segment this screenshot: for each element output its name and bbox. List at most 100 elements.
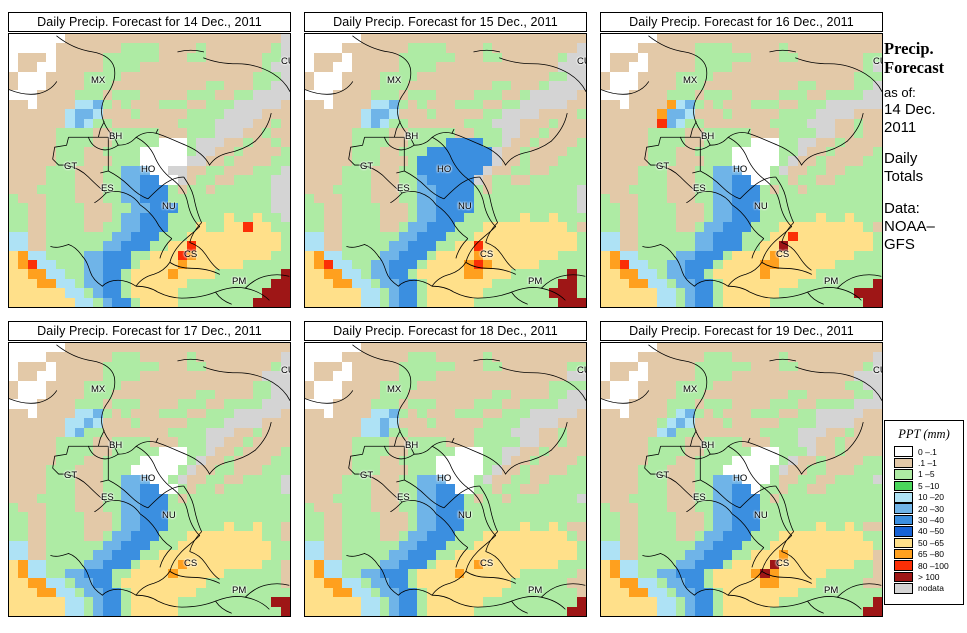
precip-map: MX CU BH GT HO ES NU CS PM bbox=[8, 33, 291, 308]
legend-row: 80 –100 bbox=[894, 560, 963, 571]
forecast-panel: Daily Precip. Forecast for 14 Dec., 2011… bbox=[8, 12, 291, 308]
panel-title-box: Daily Precip. Forecast for 16 Dec., 2011 bbox=[600, 12, 883, 32]
panel-title: Daily Precip. Forecast for 14 Dec., 2011 bbox=[37, 15, 262, 29]
country-label-bh: BH bbox=[701, 131, 715, 142]
country-label-gt: GT bbox=[360, 470, 374, 481]
country-label-gt: GT bbox=[64, 470, 78, 481]
legend-rows: 0 –.1.1 –1 1 –5 5 –10 10 –20 20 –30 30 –40 40 … bbox=[894, 446, 963, 594]
country-label-cs: CS bbox=[776, 558, 790, 569]
legend-swatch bbox=[894, 446, 913, 457]
panel-title: Daily Precip. Forecast for 19 Dec., 2011 bbox=[629, 324, 854, 338]
country-label-cs: CS bbox=[184, 558, 198, 569]
country-label-cu: CU bbox=[577, 365, 586, 376]
country-label-es: ES bbox=[397, 492, 410, 503]
country-label-bh: BH bbox=[405, 440, 419, 451]
country-label-mx: MX bbox=[683, 75, 698, 86]
info-column: Precip. Forecast as of: 14 Dec. 2011 Dai… bbox=[884, 39, 967, 255]
country-label-cu: CU bbox=[873, 56, 882, 67]
data-source-block: Data: NOAA– GFS bbox=[884, 200, 967, 255]
country-label-es: ES bbox=[693, 492, 706, 503]
country-label-es: ES bbox=[101, 492, 114, 503]
legend-label: > 100 bbox=[918, 571, 940, 582]
legend-swatch bbox=[894, 526, 913, 537]
legend-swatch bbox=[894, 583, 913, 594]
country-label-nu: NU bbox=[754, 510, 768, 521]
country-label-nu: NU bbox=[162, 510, 176, 521]
legend-label: 30 –40 bbox=[918, 515, 944, 526]
legend-swatch bbox=[894, 548, 913, 560]
precip-map: MX CU BH GT HO ES NU CS PM bbox=[304, 33, 587, 308]
legend: PPT (mm) 0 –.1.1 –1 1 –5 5 –10 10 –20 20 –30… bbox=[884, 420, 964, 605]
country-label-cs: CS bbox=[776, 249, 790, 260]
legend-row: 1 –5 bbox=[894, 469, 963, 480]
legend-row: 65 –80 bbox=[894, 548, 963, 560]
country-label-mx: MX bbox=[387, 75, 402, 86]
country-label-nu: NU bbox=[458, 510, 472, 521]
data-source-line2: NOAA– bbox=[884, 218, 935, 236]
legend-swatch bbox=[894, 503, 913, 514]
legend-label: .1 –1 bbox=[918, 458, 937, 469]
precip-map: MX CU BH GT HO ES NU CS PM bbox=[304, 342, 587, 617]
forecast-panel: Daily Precip. Forecast for 15 Dec., 2011… bbox=[304, 12, 587, 308]
legend-label: 5 –10 bbox=[918, 480, 940, 491]
panel-title: Daily Precip. Forecast for 17 Dec., 2011 bbox=[37, 324, 262, 338]
panel-title: Daily Precip. Forecast for 15 Dec., 2011 bbox=[333, 15, 558, 29]
country-label-ho: HO bbox=[141, 164, 156, 175]
legend-label: 40 –50 bbox=[918, 526, 944, 537]
panel-title-box: Daily Precip. Forecast for 18 Dec., 2011 bbox=[304, 321, 587, 341]
country-label-mx: MX bbox=[91, 384, 106, 395]
data-source-line1: Data: bbox=[884, 199, 920, 217]
country-label-ho: HO bbox=[141, 473, 156, 484]
legend-row: > 100 bbox=[894, 571, 963, 583]
country-label-mx: MX bbox=[91, 75, 106, 86]
totals-block: Daily Totals bbox=[884, 150, 967, 187]
legend-title: PPT (mm) bbox=[898, 427, 950, 441]
country-label-nu: NU bbox=[458, 201, 472, 212]
legend-row: 40 –50 bbox=[894, 526, 963, 537]
country-label-es: ES bbox=[397, 183, 410, 194]
country-label-pm: PM bbox=[824, 585, 839, 596]
legend-label: 50 –65 bbox=[918, 537, 944, 548]
legend-row: 10 –20 bbox=[894, 492, 963, 503]
country-label-ho: HO bbox=[733, 164, 748, 175]
country-label-cu: CU bbox=[873, 365, 882, 376]
country-label-gt: GT bbox=[656, 470, 670, 481]
legend-swatch bbox=[894, 537, 913, 549]
legend-row: 5 –10 bbox=[894, 480, 963, 492]
legend-swatch bbox=[894, 480, 913, 492]
forecast-panel: Daily Precip. Forecast for 16 Dec., 2011… bbox=[600, 12, 883, 308]
country-label-bh: BH bbox=[701, 440, 715, 451]
panel-title-box: Daily Precip. Forecast for 14 Dec., 2011 bbox=[8, 12, 291, 32]
info-title-line1: Precip. bbox=[884, 39, 934, 58]
country-label-pm: PM bbox=[528, 276, 543, 287]
country-label-cs: CS bbox=[480, 249, 494, 260]
precip-map: MX CU BH GT HO ES NU CS PM bbox=[600, 33, 883, 308]
country-label-cu: CU bbox=[281, 56, 290, 67]
info-title: Precip. Forecast bbox=[884, 39, 967, 78]
country-label-ho: HO bbox=[437, 164, 452, 175]
legend-label: 80 –100 bbox=[918, 560, 949, 571]
country-label-cu: CU bbox=[281, 365, 290, 376]
country-label-cs: CS bbox=[184, 249, 198, 260]
country-label-mx: MX bbox=[683, 384, 698, 395]
legend-row: 30 –40 bbox=[894, 514, 963, 526]
legend-swatch bbox=[894, 571, 913, 583]
panel-title-box: Daily Precip. Forecast for 17 Dec., 2011 bbox=[8, 321, 291, 341]
panel-title: Daily Precip. Forecast for 16 Dec., 2011 bbox=[629, 15, 854, 29]
legend-swatch bbox=[894, 469, 913, 480]
country-label-cs: CS bbox=[480, 558, 494, 569]
forecast-panel: Daily Precip. Forecast for 18 Dec., 2011… bbox=[304, 321, 587, 617]
forecast-panel-grid: Daily Precip. Forecast for 14 Dec., 2011… bbox=[8, 12, 883, 621]
totals-line1: Daily bbox=[884, 150, 918, 168]
legend-swatch bbox=[894, 492, 913, 503]
country-label-nu: NU bbox=[754, 201, 768, 212]
country-label-pm: PM bbox=[232, 276, 247, 287]
country-label-ho: HO bbox=[733, 473, 748, 484]
legend-row: 20 –30 bbox=[894, 503, 963, 514]
country-label-bh: BH bbox=[109, 131, 123, 142]
legend-label: nodata bbox=[918, 583, 944, 594]
legend-label: 65 –80 bbox=[918, 549, 944, 560]
legend-row: 0 –.1 bbox=[894, 446, 963, 457]
legend-label: 20 –30 bbox=[918, 503, 944, 514]
country-label-bh: BH bbox=[405, 131, 419, 142]
